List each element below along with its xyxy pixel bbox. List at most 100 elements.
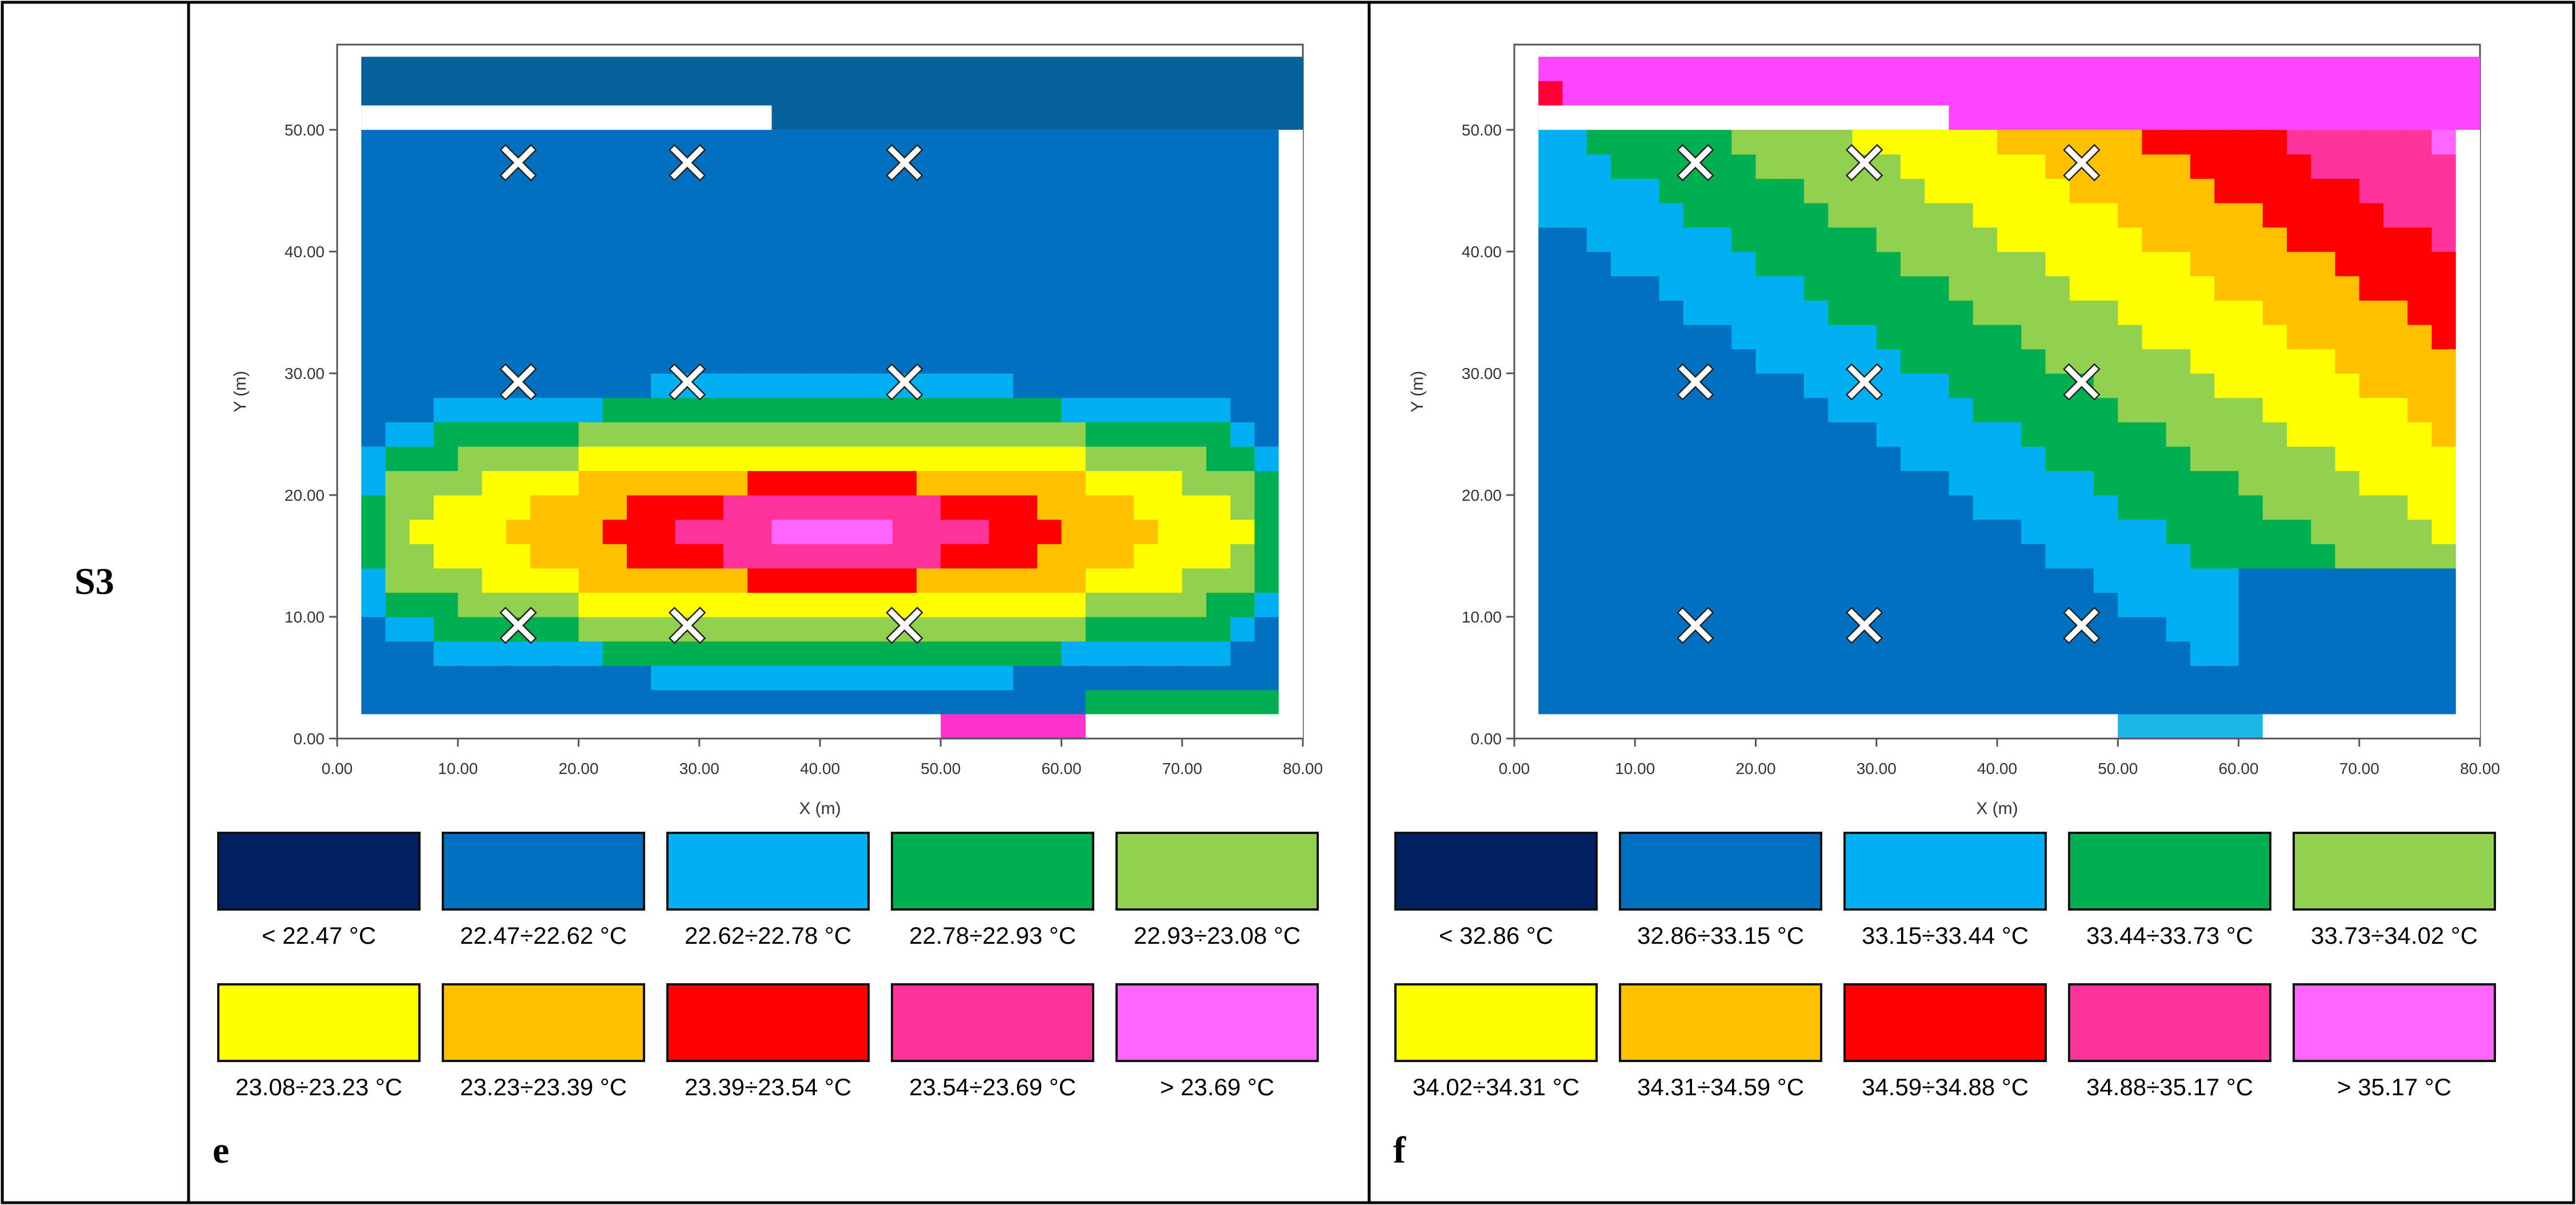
heatmap-cell [1755, 130, 1781, 155]
heatmap-cell [747, 689, 773, 715]
heatmap-cell [1562, 130, 1587, 155]
heatmap-cell [1997, 519, 2022, 544]
heatmap-cell [361, 178, 386, 204]
heatmap-cell [1206, 470, 1231, 496]
heatmap-cell [1901, 373, 1925, 398]
heatmap-cell [699, 544, 724, 569]
heatmap-cell [2335, 689, 2360, 715]
heatmap-cell [2021, 130, 2046, 155]
sensor-marker: ✕ [2058, 593, 2106, 660]
heatmap-cell [1659, 519, 1684, 544]
heatmap-cell [868, 397, 893, 422]
heatmap-cell [1804, 641, 1829, 666]
heatmap-cell [482, 495, 507, 520]
heatmap-cell [965, 422, 990, 447]
heatmap-cell [1254, 422, 1279, 447]
heatmap-cell [675, 154, 700, 179]
heatmap-cell [1206, 227, 1231, 252]
y-tick-label: 30.00 [1462, 365, 1502, 382]
heatmap-cell [530, 592, 555, 617]
heatmap-cell [1182, 665, 1207, 691]
heatmap-cell [578, 202, 603, 228]
heatmap-cell [361, 665, 386, 691]
heatmap-cell [892, 227, 917, 252]
heatmap-cell [989, 617, 1014, 642]
heatmap-cell [1230, 252, 1255, 277]
heatmap-cell [699, 446, 724, 472]
heatmap-cell [2359, 665, 2384, 691]
heatmap-cell [506, 617, 531, 642]
heatmap-cell [2045, 568, 2070, 593]
heatmap-cell [1973, 568, 1998, 593]
heatmap-cell [458, 349, 483, 374]
heatmap-cell [1707, 300, 1732, 325]
heatmap-cell [2407, 519, 2433, 544]
heatmap-cell [723, 665, 748, 691]
heatmap-cell [747, 397, 773, 422]
heatmap-cell [1562, 178, 1587, 204]
legend-swatch [2068, 832, 2271, 911]
heatmap-cell [458, 276, 483, 301]
heatmap-cell [2069, 422, 2094, 447]
heatmap-cell [1973, 592, 1998, 617]
x-axis-title: X (m) [799, 799, 841, 818]
heatmap-cell [1828, 397, 1853, 422]
heatmap-cell [2045, 154, 2070, 179]
heatmap-cell [1779, 130, 1805, 155]
heatmap-cell [844, 154, 869, 179]
heatmap-cell [1085, 252, 1110, 277]
heatmap-cell [917, 568, 941, 593]
heatmap-cell [1949, 178, 1974, 204]
heatmap-cell [1925, 568, 1950, 593]
heatmap-cell [1254, 227, 1279, 252]
heatmap-cell [892, 300, 917, 325]
heatmap-cell [2214, 422, 2239, 447]
heatmap-cell [385, 252, 410, 277]
heatmap-cell [434, 202, 458, 228]
heatmap-cell [530, 446, 555, 472]
heatmap-cell [2359, 592, 2384, 617]
heatmap-cell [1254, 641, 1279, 666]
heatmap-cell [2069, 641, 2094, 666]
heatmap-cell [1230, 617, 1255, 642]
heatmap-cell [1876, 252, 1901, 277]
heatmap-cell [2359, 495, 2384, 520]
heatmap-cell [1134, 276, 1159, 301]
heatmap-cell [917, 519, 941, 544]
heatmap-cell [2118, 178, 2143, 204]
heatmap-cell [1254, 178, 1279, 204]
heatmap-cell [844, 665, 869, 691]
heatmap-cell [2021, 592, 2046, 617]
sensor-marker: ✕ [1671, 349, 1719, 416]
heatmap-cell [554, 568, 579, 593]
legend-swatch [1115, 983, 1319, 1062]
heatmap-cell [941, 202, 966, 228]
heatmap-cell [1683, 689, 1708, 715]
heatmap-cell [723, 397, 748, 422]
heatmap-cell [2045, 665, 2070, 691]
heatmap-cell [530, 130, 555, 155]
heatmap-cell [1779, 544, 1805, 569]
heatmap-cell [965, 349, 990, 374]
heatmap-cell [1828, 202, 1853, 228]
heatmap-cell [2214, 373, 2239, 398]
heatmap-cell [482, 519, 507, 544]
heatmap-cell [2287, 324, 2311, 350]
heatmap-cell [1206, 422, 1231, 447]
heatmap-cell [2190, 495, 2215, 520]
heatmap-cell [2214, 689, 2239, 715]
heatmap-cell [361, 446, 386, 472]
heatmap-cell [771, 324, 797, 350]
heatmap-cell [1013, 252, 1038, 277]
heatmap-cell [602, 227, 627, 252]
heatmap-cell [1925, 641, 1950, 666]
heatmap-cell [2190, 665, 2215, 691]
heatmap-cell [627, 397, 651, 422]
heatmap-cell [1182, 373, 1207, 398]
heatmap-cell [2069, 617, 2094, 642]
heatmap-cell [2190, 422, 2215, 447]
heatmap-cell [1061, 495, 1086, 520]
heatmap-cell [1061, 397, 1086, 422]
heatmap-cell [2407, 592, 2433, 617]
heatmap-cell [675, 130, 700, 155]
